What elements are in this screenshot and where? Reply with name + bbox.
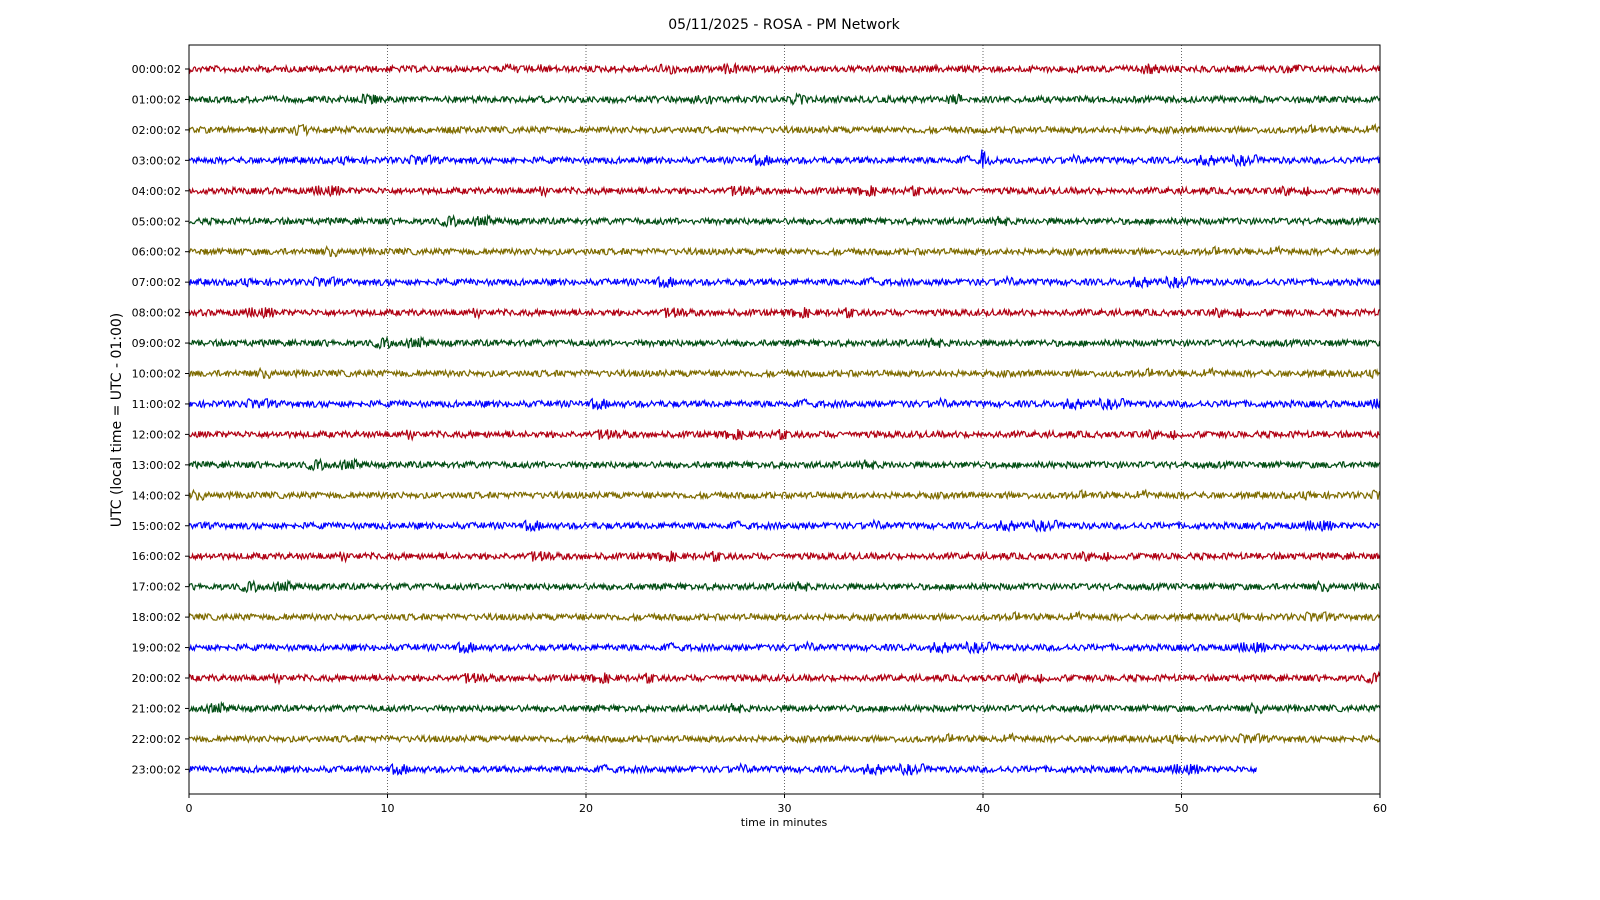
- trace-line: [188, 457, 1381, 472]
- y-tick-label: 06:00:02: [132, 246, 181, 259]
- x-tick-label: 10: [381, 802, 395, 815]
- trace-line: [188, 610, 1381, 623]
- x-ticks: 0 10 20 30 40 50 60: [186, 794, 1387, 815]
- trace-line: [188, 244, 1381, 258]
- trace-line: [188, 732, 1381, 745]
- trace-line: [188, 185, 1381, 199]
- trace-line: [188, 670, 1381, 686]
- trace-line: [188, 518, 1381, 533]
- trace-line: [188, 61, 1381, 75]
- trace-line: [188, 92, 1381, 106]
- y-tick-label: 01:00:02: [132, 93, 181, 106]
- y-tick-label: 08:00:02: [132, 307, 181, 320]
- trace-line: [188, 274, 1381, 290]
- y-tick-label: 05:00:02: [132, 215, 181, 228]
- y-tick-label: 18:00:02: [132, 611, 181, 624]
- x-tick-label: 30: [778, 802, 792, 815]
- trace-line: [188, 307, 1380, 320]
- y-tick-label: 14:00:02: [132, 489, 181, 502]
- y-tick-label: 07:00:02: [132, 276, 181, 289]
- x-axis-label: time in minutes: [741, 816, 828, 829]
- x-tick-label: 20: [579, 802, 593, 815]
- trace-line: [188, 700, 1381, 715]
- y-tick-label: 13:00:02: [132, 459, 181, 472]
- y-tick-label: 12:00:02: [132, 428, 181, 441]
- y-tick-label: 23:00:02: [132, 763, 181, 776]
- grid-lines: [387, 45, 1182, 794]
- trace-line: [188, 149, 1381, 168]
- trace-line: [188, 335, 1381, 350]
- y-tick-label: 09:00:02: [132, 337, 181, 350]
- x-tick-label: 0: [186, 802, 193, 815]
- traces: [188, 61, 1381, 777]
- trace-line: [188, 366, 1381, 380]
- chart-title: 05/11/2025 - ROSA - PM Network: [668, 17, 900, 33]
- y-tick-label: 03:00:02: [132, 154, 181, 167]
- x-tick-label: 40: [976, 802, 990, 815]
- trace-line: [188, 550, 1381, 564]
- y-tick-label: 21:00:02: [132, 702, 181, 715]
- y-tick-label: 00:00:02: [132, 63, 181, 76]
- y-axis-label: UTC (local time = UTC - 01:00): [109, 313, 125, 528]
- x-tick-label: 50: [1175, 802, 1189, 815]
- y-ticks: 00:00:02 01:00:02 02:00:02 03:00:02 04:00:02…: [132, 63, 189, 776]
- trace-line: [188, 488, 1381, 502]
- trace-line: [189, 213, 1381, 228]
- y-tick-label: 15:00:02: [132, 520, 181, 533]
- trace-line: [188, 579, 1381, 594]
- trace-line: [188, 640, 1381, 655]
- y-tick-label: 16:00:02: [132, 550, 181, 563]
- y-tick-label: 19:00:02: [132, 642, 181, 655]
- y-tick-label: 20:00:02: [132, 672, 181, 685]
- y-tick-label: 22:00:02: [132, 733, 181, 746]
- x-tick-label: 60: [1373, 802, 1387, 815]
- trace-line: [188, 761, 1257, 777]
- y-tick-label: 04:00:02: [132, 185, 181, 198]
- trace-line: [188, 123, 1381, 137]
- y-tick-label: 10:00:02: [132, 368, 181, 381]
- trace-line: [188, 428, 1380, 442]
- y-tick-label: 17:00:02: [132, 581, 181, 594]
- y-tick-label: 11:00:02: [132, 398, 181, 411]
- trace-line: [188, 396, 1381, 411]
- y-tick-label: 02:00:02: [132, 124, 181, 137]
